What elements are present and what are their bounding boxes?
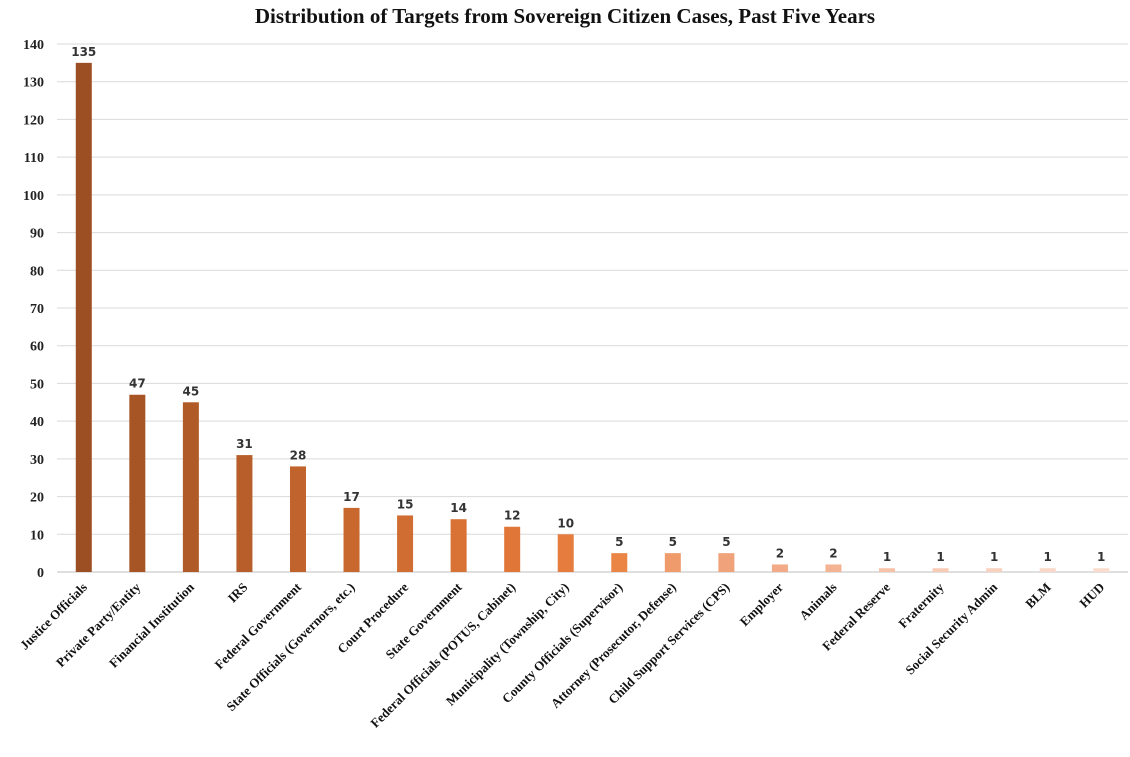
bar [718, 553, 735, 572]
data-label: 2 [829, 546, 837, 560]
bar [986, 568, 1003, 572]
y-tick-label: 120 [23, 113, 44, 128]
x-tick-label: IRS [225, 580, 251, 606]
y-tick-label: 80 [30, 264, 44, 279]
bar [771, 564, 788, 572]
data-label: 5 [722, 535, 730, 549]
y-tick-label: 140 [23, 38, 44, 53]
data-label: 1 [990, 550, 998, 564]
y-tick-label: 70 [30, 302, 44, 317]
bar [1093, 568, 1110, 572]
data-label: 12 [504, 509, 521, 523]
bar [397, 515, 414, 572]
bar [182, 402, 199, 572]
y-tick-label: 110 [24, 151, 44, 166]
data-label: 5 [615, 535, 623, 549]
data-label: 135 [71, 45, 96, 59]
x-tick-label: HUD [1076, 580, 1107, 611]
data-label: 5 [669, 535, 677, 549]
y-tick-label: 100 [23, 189, 44, 204]
gridlines [57, 43, 1128, 573]
data-label: 28 [290, 448, 307, 462]
data-label: 47 [129, 377, 146, 391]
y-tick-label: 90 [30, 227, 44, 242]
data-label: 2 [776, 546, 784, 560]
bar [611, 553, 628, 572]
bar [825, 564, 842, 572]
data-label: 14 [450, 501, 467, 515]
y-tick-label: 60 [30, 340, 44, 355]
y-tick-label: 130 [23, 76, 44, 91]
data-label: 15 [397, 497, 414, 511]
y-axis-ticks: 0 10 20 30 40 50 60 70 80 90 100 110 120 130 140 [23, 38, 44, 581]
data-label: 45 [183, 384, 200, 398]
data-label: 1 [936, 550, 944, 564]
bar [1039, 568, 1056, 572]
bar [289, 466, 306, 572]
data-label: 1 [883, 550, 891, 564]
x-tick-label: Animals [796, 580, 839, 623]
x-tick-label: Social Security Admin [902, 579, 1000, 677]
x-tick-label: Fraternity [895, 579, 947, 631]
x-tick-label: BLM [1022, 580, 1054, 612]
bar [129, 394, 146, 572]
data-labels: 135 47 45 31 28 17 15 14 12 10 5 5 5 2 2 1 1 1 1 1 [71, 45, 1105, 564]
y-tick-label: 10 [30, 528, 44, 543]
bar [557, 534, 574, 572]
bar [75, 62, 92, 572]
bar [236, 455, 253, 572]
data-label: 1 [1097, 550, 1105, 564]
data-label: 17 [343, 490, 360, 504]
bar [664, 553, 681, 572]
y-tick-label: 30 [30, 453, 44, 468]
data-label: 31 [236, 437, 253, 451]
y-tick-label: 50 [30, 377, 44, 392]
bar [450, 519, 467, 572]
y-tick-label: 0 [37, 566, 44, 581]
y-tick-label: 40 [30, 415, 44, 430]
bar [932, 568, 949, 572]
chart-title: Distribution of Targets from Sovereign C… [254, 4, 876, 28]
x-tick-label: Employer [737, 579, 787, 629]
data-label: 1 [1043, 550, 1051, 564]
bar [879, 568, 896, 572]
bars [75, 62, 1110, 572]
data-label: 10 [557, 516, 574, 530]
y-tick-label: 20 [30, 491, 44, 506]
bar [504, 526, 521, 572]
bar [343, 507, 360, 572]
